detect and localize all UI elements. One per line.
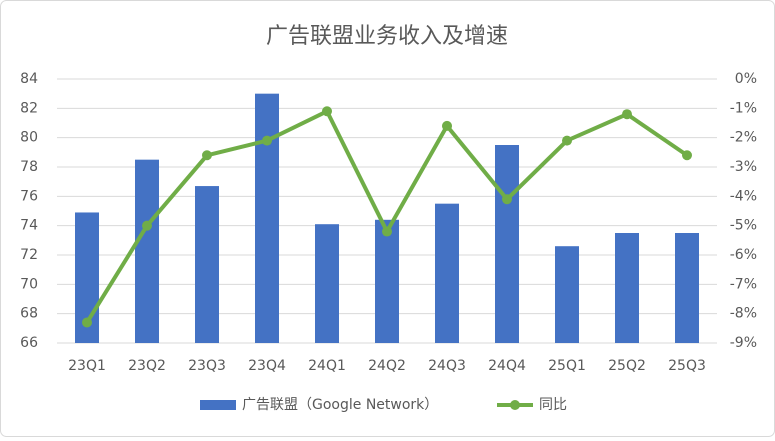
y2-tick-label: -9% (730, 335, 757, 351)
bar (555, 246, 579, 343)
y2-tick-label: -1% (730, 100, 757, 116)
line-marker (262, 135, 272, 146)
x-tick-label: 24Q4 (488, 358, 526, 374)
y2-tick-label: 0% (735, 71, 757, 87)
x-tick-label: 25Q2 (608, 358, 646, 374)
y-tick-label: 66 (20, 335, 38, 351)
y2-tick-label: -6% (730, 247, 757, 263)
x-tick-label: 24Q1 (308, 358, 346, 374)
line-marker (82, 317, 92, 328)
legend-swatch (200, 400, 236, 410)
y-tick-label: 74 (20, 218, 38, 234)
y-tick-label: 82 (20, 100, 38, 116)
x-tick-label: 25Q1 (548, 358, 586, 374)
line-marker (442, 120, 452, 131)
y2-tick-label: -5% (730, 218, 757, 234)
bar (675, 233, 699, 343)
line-marker (502, 194, 512, 205)
bar (255, 93, 279, 344)
y2-tick-label: -8% (730, 306, 757, 322)
y2-tick-label: -7% (730, 276, 757, 292)
x-tick-label: 25Q3 (668, 358, 706, 374)
line-marker (382, 226, 392, 237)
y-tick-label: 72 (20, 247, 38, 263)
x-tick-label: 23Q2 (128, 358, 166, 374)
y-tick-label: 84 (20, 71, 38, 87)
y-tick-label: 76 (20, 188, 38, 204)
line-marker (322, 106, 332, 117)
bar (435, 203, 459, 343)
line-marker (622, 109, 632, 120)
y2-tick-label: -3% (730, 159, 757, 175)
line-marker (202, 150, 212, 161)
x-tick-label: 23Q1 (68, 358, 106, 374)
line-marker (682, 150, 692, 161)
legend-label: 同比 (539, 397, 567, 413)
x-tick-label: 24Q3 (428, 358, 466, 374)
y-tick-label: 78 (20, 159, 38, 175)
bar (315, 224, 339, 343)
y-tick-label: 80 (20, 130, 38, 146)
bar (615, 233, 639, 343)
chart-title: 广告联盟业务收入及增速 (266, 24, 508, 49)
y-tick-label: 68 (20, 306, 38, 322)
x-tick-label: 23Q4 (248, 358, 286, 374)
bar (375, 219, 399, 343)
y2-tick-label: -2% (730, 130, 757, 146)
bar (495, 145, 519, 343)
legend-swatch (510, 400, 520, 410)
bar (135, 159, 159, 343)
y2-tick-label: -4% (730, 188, 757, 204)
x-tick-label: 23Q3 (188, 358, 226, 374)
line-marker (142, 220, 152, 231)
line-marker (562, 135, 572, 146)
x-tick-label: 24Q2 (368, 358, 406, 374)
bar (195, 186, 219, 343)
legend-label: 广告联盟（Google Network） (242, 397, 438, 413)
y-tick-label: 70 (20, 276, 38, 292)
